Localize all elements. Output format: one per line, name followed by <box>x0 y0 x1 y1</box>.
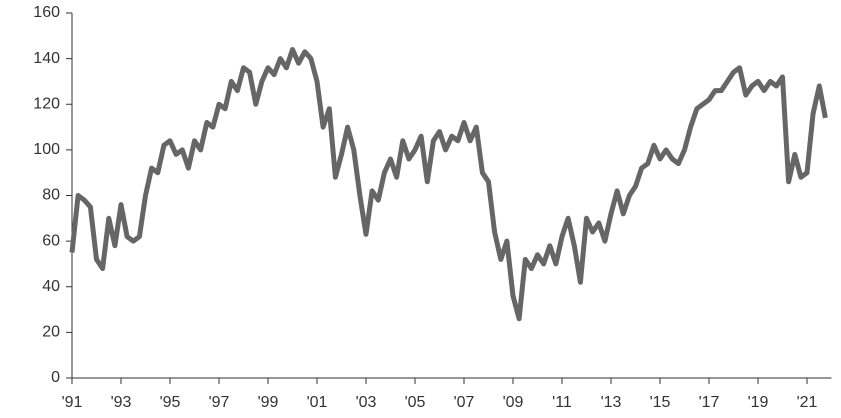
x-tick-label: '93 <box>111 394 132 411</box>
x-tick-label: '17 <box>699 394 720 411</box>
y-tick-label: 100 <box>33 141 60 158</box>
x-tick-label: '91 <box>62 394 83 411</box>
y-tick-label: 40 <box>42 278 60 295</box>
x-tick-label: '01 <box>307 394 328 411</box>
x-tick-label: '13 <box>601 394 622 411</box>
y-tick-label: 0 <box>51 369 60 386</box>
x-tick-label: '11 <box>552 394 572 411</box>
x-tick-label: '07 <box>454 394 475 411</box>
y-tick-label: 140 <box>33 50 60 67</box>
x-tick-label: '09 <box>503 394 524 411</box>
x-tick-label: '95 <box>160 394 181 411</box>
y-tick-label: 120 <box>33 95 60 112</box>
x-tick-label: '19 <box>748 394 769 411</box>
data-line <box>69 47 828 322</box>
x-tick-label: '97 <box>209 394 230 411</box>
x-tick-label: '03 <box>356 394 377 411</box>
x-tick-label: '05 <box>405 394 426 411</box>
x-tick-label: '15 <box>650 394 671 411</box>
y-tick-label: 60 <box>42 232 60 249</box>
y-tick-label: 160 <box>33 4 60 21</box>
x-tick-label: '99 <box>258 394 279 411</box>
y-tick-label: 20 <box>42 324 60 341</box>
y-tick-label: 80 <box>42 187 60 204</box>
x-tick-label: '21 <box>797 394 818 411</box>
